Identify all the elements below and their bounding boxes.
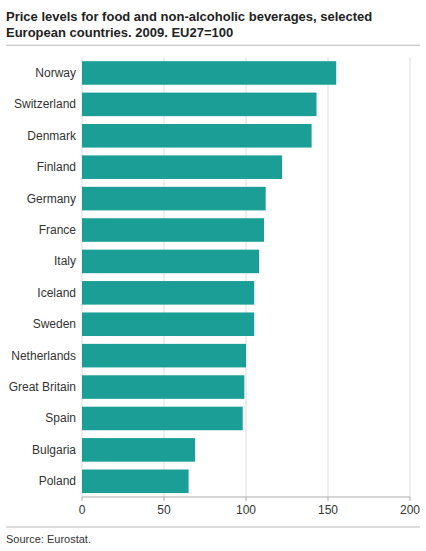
- title: Price levels for food and non-alcoholic …: [6, 9, 372, 40]
- category-label: Netherlands: [11, 349, 76, 363]
- chart: Price levels for food and non-alcoholic …: [0, 0, 426, 551]
- bar: [82, 375, 244, 399]
- x-tick: [328, 497, 329, 501]
- category-label: Spain: [45, 411, 76, 425]
- bar: [82, 250, 259, 274]
- grid-line: [410, 57, 411, 497]
- category-label: Bulgaria: [32, 443, 76, 457]
- grid: [82, 57, 410, 497]
- bars: [82, 61, 336, 493]
- bar: [82, 407, 243, 431]
- category-label: Finland: [37, 160, 76, 174]
- grid-line: [164, 57, 165, 497]
- x-tick-label: 200: [400, 503, 420, 517]
- bar: [82, 470, 189, 494]
- bar: [82, 187, 266, 211]
- bar: [82, 61, 336, 85]
- category-label: Poland: [39, 474, 76, 488]
- x-tick: [82, 497, 83, 501]
- bar: [82, 155, 282, 179]
- category-label: Great Britain: [9, 380, 76, 394]
- x-tick-label: 150: [318, 503, 338, 517]
- x-tick-label: 50: [157, 503, 171, 517]
- grid-line: [82, 57, 83, 497]
- x-tick: [410, 497, 411, 501]
- x-tick: [164, 497, 165, 501]
- title-rule: [6, 45, 420, 46]
- source: Source: Eurostat.: [6, 533, 91, 545]
- title-line: European countries. 2009. EU27=100: [6, 25, 233, 40]
- chart-container: Price levels for food and non-alcoholic …: [0, 0, 426, 551]
- x-tick-label: 0: [79, 503, 86, 517]
- source-rule: [6, 527, 420, 528]
- bar: [82, 124, 312, 148]
- x-axis-line: [82, 497, 410, 498]
- bar: [82, 93, 317, 117]
- background: [0, 0, 426, 551]
- category-label: Italy: [54, 254, 76, 268]
- bar: [82, 344, 246, 368]
- grid-line: [328, 57, 329, 497]
- bar: [82, 312, 254, 336]
- grid-line: [246, 57, 247, 497]
- category-label: France: [39, 223, 77, 237]
- x-tick-label: 100: [236, 503, 256, 517]
- x-tick: [246, 497, 247, 501]
- bar: [82, 438, 195, 462]
- bar: [82, 281, 254, 305]
- category-label: Denmark: [27, 129, 77, 143]
- bar: [82, 218, 264, 242]
- category-label: Iceland: [37, 286, 76, 300]
- title-line: Price levels for food and non-alcoholic …: [6, 9, 372, 24]
- category-label: Norway: [35, 66, 76, 80]
- category-label: Sweden: [33, 317, 76, 331]
- category-label: Switzerland: [14, 97, 76, 111]
- y-axis-labels: Norway Switzerland Denmark Finland Germany Fr…: [9, 66, 77, 488]
- category-label: Germany: [27, 192, 76, 206]
